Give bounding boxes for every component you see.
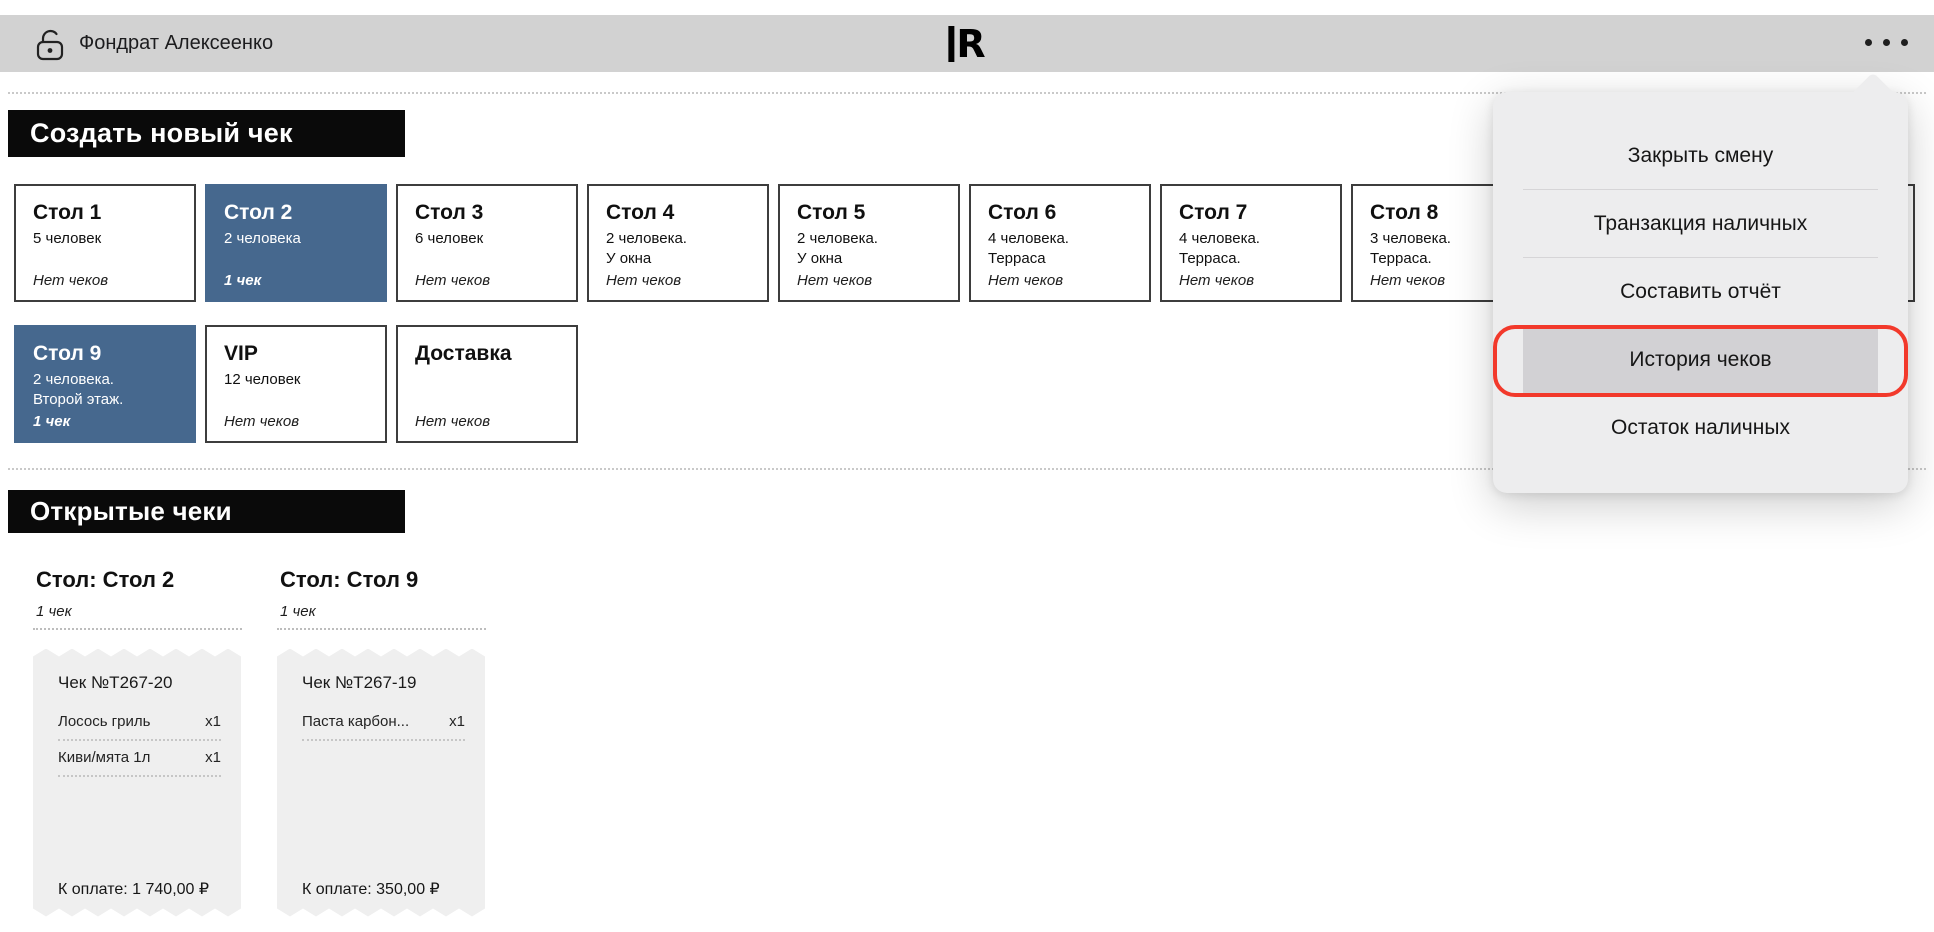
table-name: Стол 7 [1179, 201, 1248, 224]
table-status: 1 чек [33, 413, 71, 430]
more-menu-button[interactable] [1859, 29, 1914, 56]
section-title-new-check: Создать новый чек [8, 110, 405, 157]
receipt-item-row: Киви/мята 1л x1 [58, 741, 221, 777]
receipt-items: Паста карбон... x1 [302, 705, 465, 741]
logo-bar [948, 25, 955, 62]
receipt-item-row: Лосось гриль x1 [58, 705, 221, 741]
ellipsis-dot [1883, 39, 1890, 46]
table-subtitle: 4 человека. Терраса. [1179, 230, 1260, 267]
open-checks-column-stol-9: Стол: Стол 9 1 чек Чек №Т267-19 Паста ка… [277, 560, 486, 917]
receipt-item-name: Паста карбон... [302, 712, 410, 730]
table-name: Стол 1 [33, 201, 102, 224]
top-bar: Фондрат Алексеенко R [0, 15, 1934, 72]
lock-open-icon[interactable] [36, 27, 66, 61]
ellipsis-dot [1901, 39, 1908, 46]
lock-open-glyph [36, 29, 64, 60]
menu-item-cash-transaction[interactable]: Транзакция наличных [1523, 190, 1878, 258]
table-card-stol-6[interactable]: Стол 6 4 человека. Терраса Нет чеков [969, 184, 1151, 302]
table-card-dostavka[interactable]: Доставка Нет чеков [396, 325, 578, 443]
menu-item-check-history[interactable]: История чеков [1523, 326, 1878, 394]
table-status: Нет чеков [33, 272, 109, 289]
table-card-stol-2[interactable]: Стол 2 2 человека 1 чек [205, 184, 387, 302]
table-status: Нет чеков [606, 272, 682, 289]
table-subtitle: 4 человека. Терраса [988, 230, 1069, 267]
table-card-stol-4[interactable]: Стол 4 2 человека. У окна Нет чеков [587, 184, 769, 302]
menu-item-cash-balance[interactable]: Остаток наличных [1611, 416, 1790, 439]
table-status: 1 чек [224, 272, 262, 289]
table-subtitle: 12 человек [224, 371, 301, 389]
table-card-stol-9[interactable]: Стол 9 2 человека. Второй этаж. 1 чек [14, 325, 196, 443]
table-status: Нет чеков [224, 413, 300, 430]
table-status: Нет чеков [415, 413, 491, 430]
table-card-stol-7[interactable]: Стол 7 4 человека. Терраса. Нет чеков [1160, 184, 1342, 302]
table-name: Стол 4 [606, 201, 675, 224]
receipt-item-name: Лосось гриль [58, 712, 151, 730]
tables-row-2: Стол 9 2 человека. Второй этаж. 1 чек VI… [14, 325, 578, 443]
table-name: Стол 8 [1370, 201, 1439, 224]
table-name: Стол 5 [797, 201, 866, 224]
table-name: Стол 9 [33, 342, 102, 365]
receipt-item-qty: x1 [205, 712, 221, 730]
table-name: VIP [224, 342, 258, 365]
column-check-count: 1 чек [280, 602, 316, 620]
column-table-title: Стол: Стол 9 [280, 567, 419, 592]
receipt-number: Чек №Т267-19 [302, 672, 417, 692]
table-name: Доставка [415, 342, 512, 365]
table-card-stol-1[interactable]: Стол 1 5 человек Нет чеков [14, 184, 196, 302]
open-checks-column-stol-2: Стол: Стол 2 1 чек Чек №Т267-20 Лосось г… [33, 560, 242, 917]
ellipsis-dot [1865, 39, 1872, 46]
receipt-total: К оплате: 350,00 ₽ [302, 880, 440, 898]
table-subtitle: 2 человека [224, 230, 301, 248]
receipt-items: Лосось гриль x1 Киви/мята 1л x1 [58, 705, 221, 777]
column-table-title: Стол: Стол 2 [36, 567, 175, 592]
table-name: Стол 6 [988, 201, 1057, 224]
section-title-open-checks: Открытые чеки [8, 490, 405, 533]
table-subtitle: 2 человека. Второй этаж. [33, 371, 124, 408]
table-card-stol-5[interactable]: Стол 5 2 человека. У окна Нет чеков [778, 184, 960, 302]
table-card-stol-3[interactable]: Стол 3 6 человек Нет чеков [396, 184, 578, 302]
rkeeper-logo-icon: R [948, 15, 986, 72]
menu-item-list: Закрыть смену Транзакция наличных Состав… [1493, 92, 1908, 462]
receipt-total: К оплате: 1 740,00 ₽ [58, 880, 210, 898]
dotted-divider-middle [8, 468, 1926, 470]
receipt-number: Чек №Т267-20 [58, 672, 173, 692]
table-card-vip[interactable]: VIP 12 человек Нет чеков [205, 325, 387, 443]
menu-item-close-shift[interactable]: Закрыть смену [1523, 122, 1878, 190]
table-subtitle: 3 человека. Терраса. [1370, 230, 1451, 267]
actions-dropdown-menu: Закрыть смену Транзакция наличных Состав… [1493, 72, 1908, 493]
receipt-item-qty: x1 [449, 712, 465, 730]
table-subtitle: 2 человека. У окна [606, 230, 687, 267]
table-name: Стол 2 [224, 201, 293, 224]
column-dotted-underline [277, 627, 486, 630]
cashier-name: Фондрат Алексеенко [79, 32, 274, 54]
table-status: Нет чеков [1179, 272, 1255, 289]
table-subtitle: 5 человек [33, 230, 102, 248]
receipt-item-row: Паста карбон... x1 [302, 705, 465, 741]
open-checks-area: Стол: Стол 2 1 чек Чек №Т267-20 Лосось г… [33, 560, 486, 917]
menu-item-make-report[interactable]: Составить отчёт [1620, 280, 1781, 303]
receipt-item-qty: x1 [205, 748, 221, 766]
column-dotted-underline [33, 627, 242, 630]
table-subtitle: 2 человека. У окна [797, 230, 878, 267]
dotted-divider-top [8, 92, 1926, 94]
table-name: Стол 3 [415, 201, 484, 224]
table-status: Нет чеков [988, 272, 1064, 289]
receipt-item-name: Киви/мята 1л [58, 748, 151, 766]
logo-letter: R [956, 21, 986, 66]
receipt-card-t267-20[interactable]: Чек №Т267-20 Лосось гриль x1 Киви/мята 1… [33, 649, 241, 917]
table-status: Нет чеков [797, 272, 873, 289]
receipt-card-t267-19[interactable]: Чек №Т267-19 Паста карбон... x1 К оплате… [277, 649, 485, 917]
table-status: Нет чеков [415, 272, 491, 289]
table-status: Нет чеков [1370, 272, 1446, 289]
column-check-count: 1 чек [36, 602, 72, 620]
table-subtitle: 6 человек [415, 230, 484, 248]
